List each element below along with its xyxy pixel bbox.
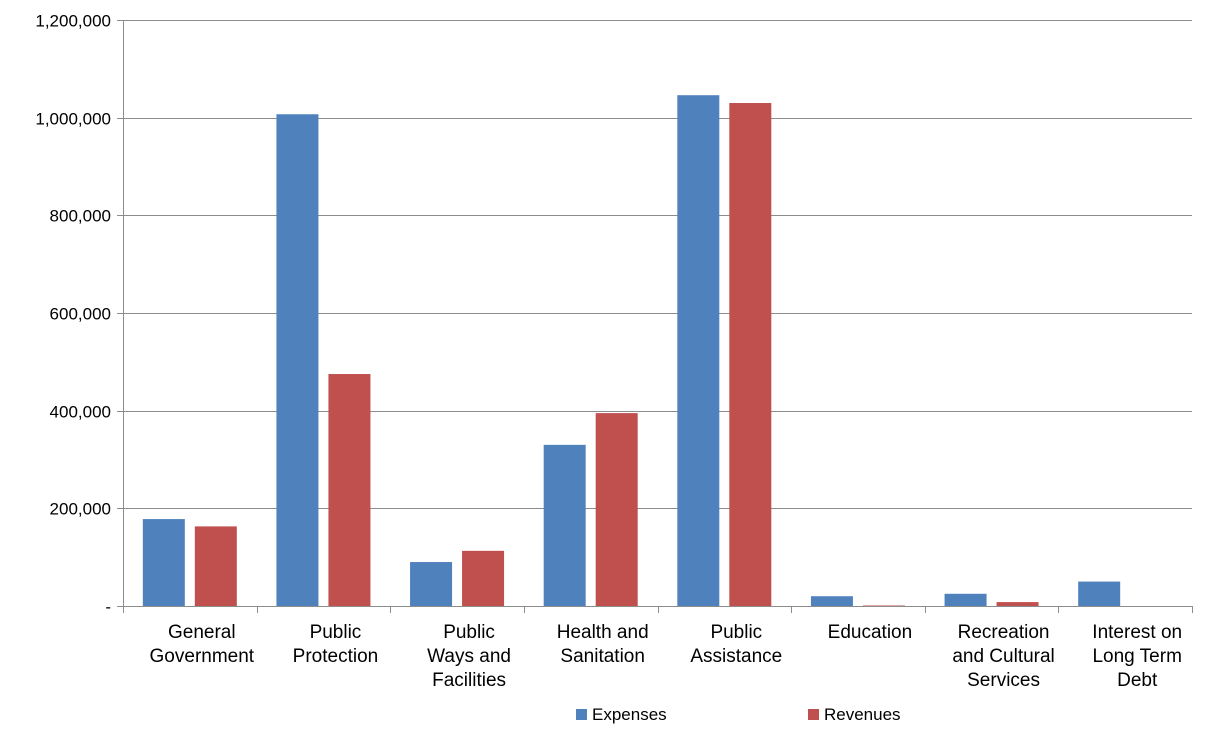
bars	[143, 95, 1120, 606]
y-tick-label: 200,000	[50, 500, 111, 519]
y-tick-label: 800,000	[50, 207, 111, 226]
bar-revenues-2	[462, 551, 504, 606]
x-tick-label: Health and Sanitation	[557, 622, 649, 667]
x-tick-label: General Government	[150, 622, 255, 667]
x-tick-label: Recreation and Cultural Services	[952, 622, 1054, 691]
bar-expenses-5	[811, 596, 853, 606]
y-tick-label: 1,000,000	[35, 110, 111, 129]
x-tick-label-line: Health and	[557, 622, 649, 643]
y-tick-label: -	[105, 598, 111, 617]
x-tick-label-line: Interest on	[1092, 622, 1182, 643]
x-tick-label-line: Education	[828, 622, 913, 643]
x-tick-label-line: Sanitation	[560, 646, 645, 667]
bar-expenses-3	[544, 445, 586, 606]
y-tick-label: 400,000	[50, 403, 111, 422]
x-tick-label-line: Services	[967, 670, 1040, 691]
x-tick-label-line: Recreation	[958, 622, 1050, 643]
x-tick-label-line: Long Term	[1092, 646, 1181, 667]
y-tick-label: 1,200,000	[35, 12, 111, 31]
legend-swatch-expenses	[576, 709, 587, 720]
x-tick-label: Interest on Long Term Debt	[1092, 622, 1182, 691]
bar-expenses-2	[410, 562, 452, 606]
bar-expenses-0	[143, 519, 185, 606]
x-tick-labels: General Government Public Protection Public W…	[150, 622, 1183, 691]
bar-expenses-1	[276, 114, 318, 606]
bar-revenues-1	[328, 374, 370, 606]
x-tick-label: Public Protection	[293, 622, 379, 667]
x-tick-label-line: Ways and	[427, 646, 511, 667]
bar-revenues-6	[997, 602, 1039, 606]
x-tick-label-line: General	[168, 622, 236, 643]
x-tick-label-line: Public	[443, 622, 495, 643]
bar-expenses-6	[945, 594, 987, 606]
x-tick-label-line: and Cultural	[952, 646, 1054, 667]
x-tick-label-line: Debt	[1117, 670, 1158, 691]
bar-revenues-4	[729, 103, 771, 606]
x-tick-label: Public Ways and Facilities	[427, 622, 511, 691]
legend-label-expenses: Expenses	[592, 705, 667, 724]
x-tick-label-line: Facilities	[432, 670, 506, 691]
x-tick-label-line: Public	[310, 622, 362, 643]
x-tick-label: Public Assistance	[690, 622, 782, 667]
x-tick-label-line: Assistance	[690, 646, 782, 667]
legend: Expenses Revenues	[576, 705, 901, 724]
legend-swatch-revenues	[808, 709, 819, 720]
y-tick-labels: - 200,000 400,000 600,000 800,000 1,000,000 1,…	[35, 12, 111, 617]
bar-revenues-0	[195, 526, 237, 606]
bar-expenses-7	[1078, 582, 1120, 606]
bar-expenses-4	[677, 95, 719, 606]
y-tick-label: 600,000	[50, 305, 111, 324]
x-tick-label-line: Protection	[293, 646, 379, 667]
bar-revenues-3	[596, 413, 638, 606]
x-tick-label-line: Government	[150, 646, 255, 667]
legend-label-revenues: Revenues	[824, 705, 901, 724]
x-tick-label-line: Public	[710, 622, 762, 643]
x-tick-label: Education	[828, 622, 913, 643]
